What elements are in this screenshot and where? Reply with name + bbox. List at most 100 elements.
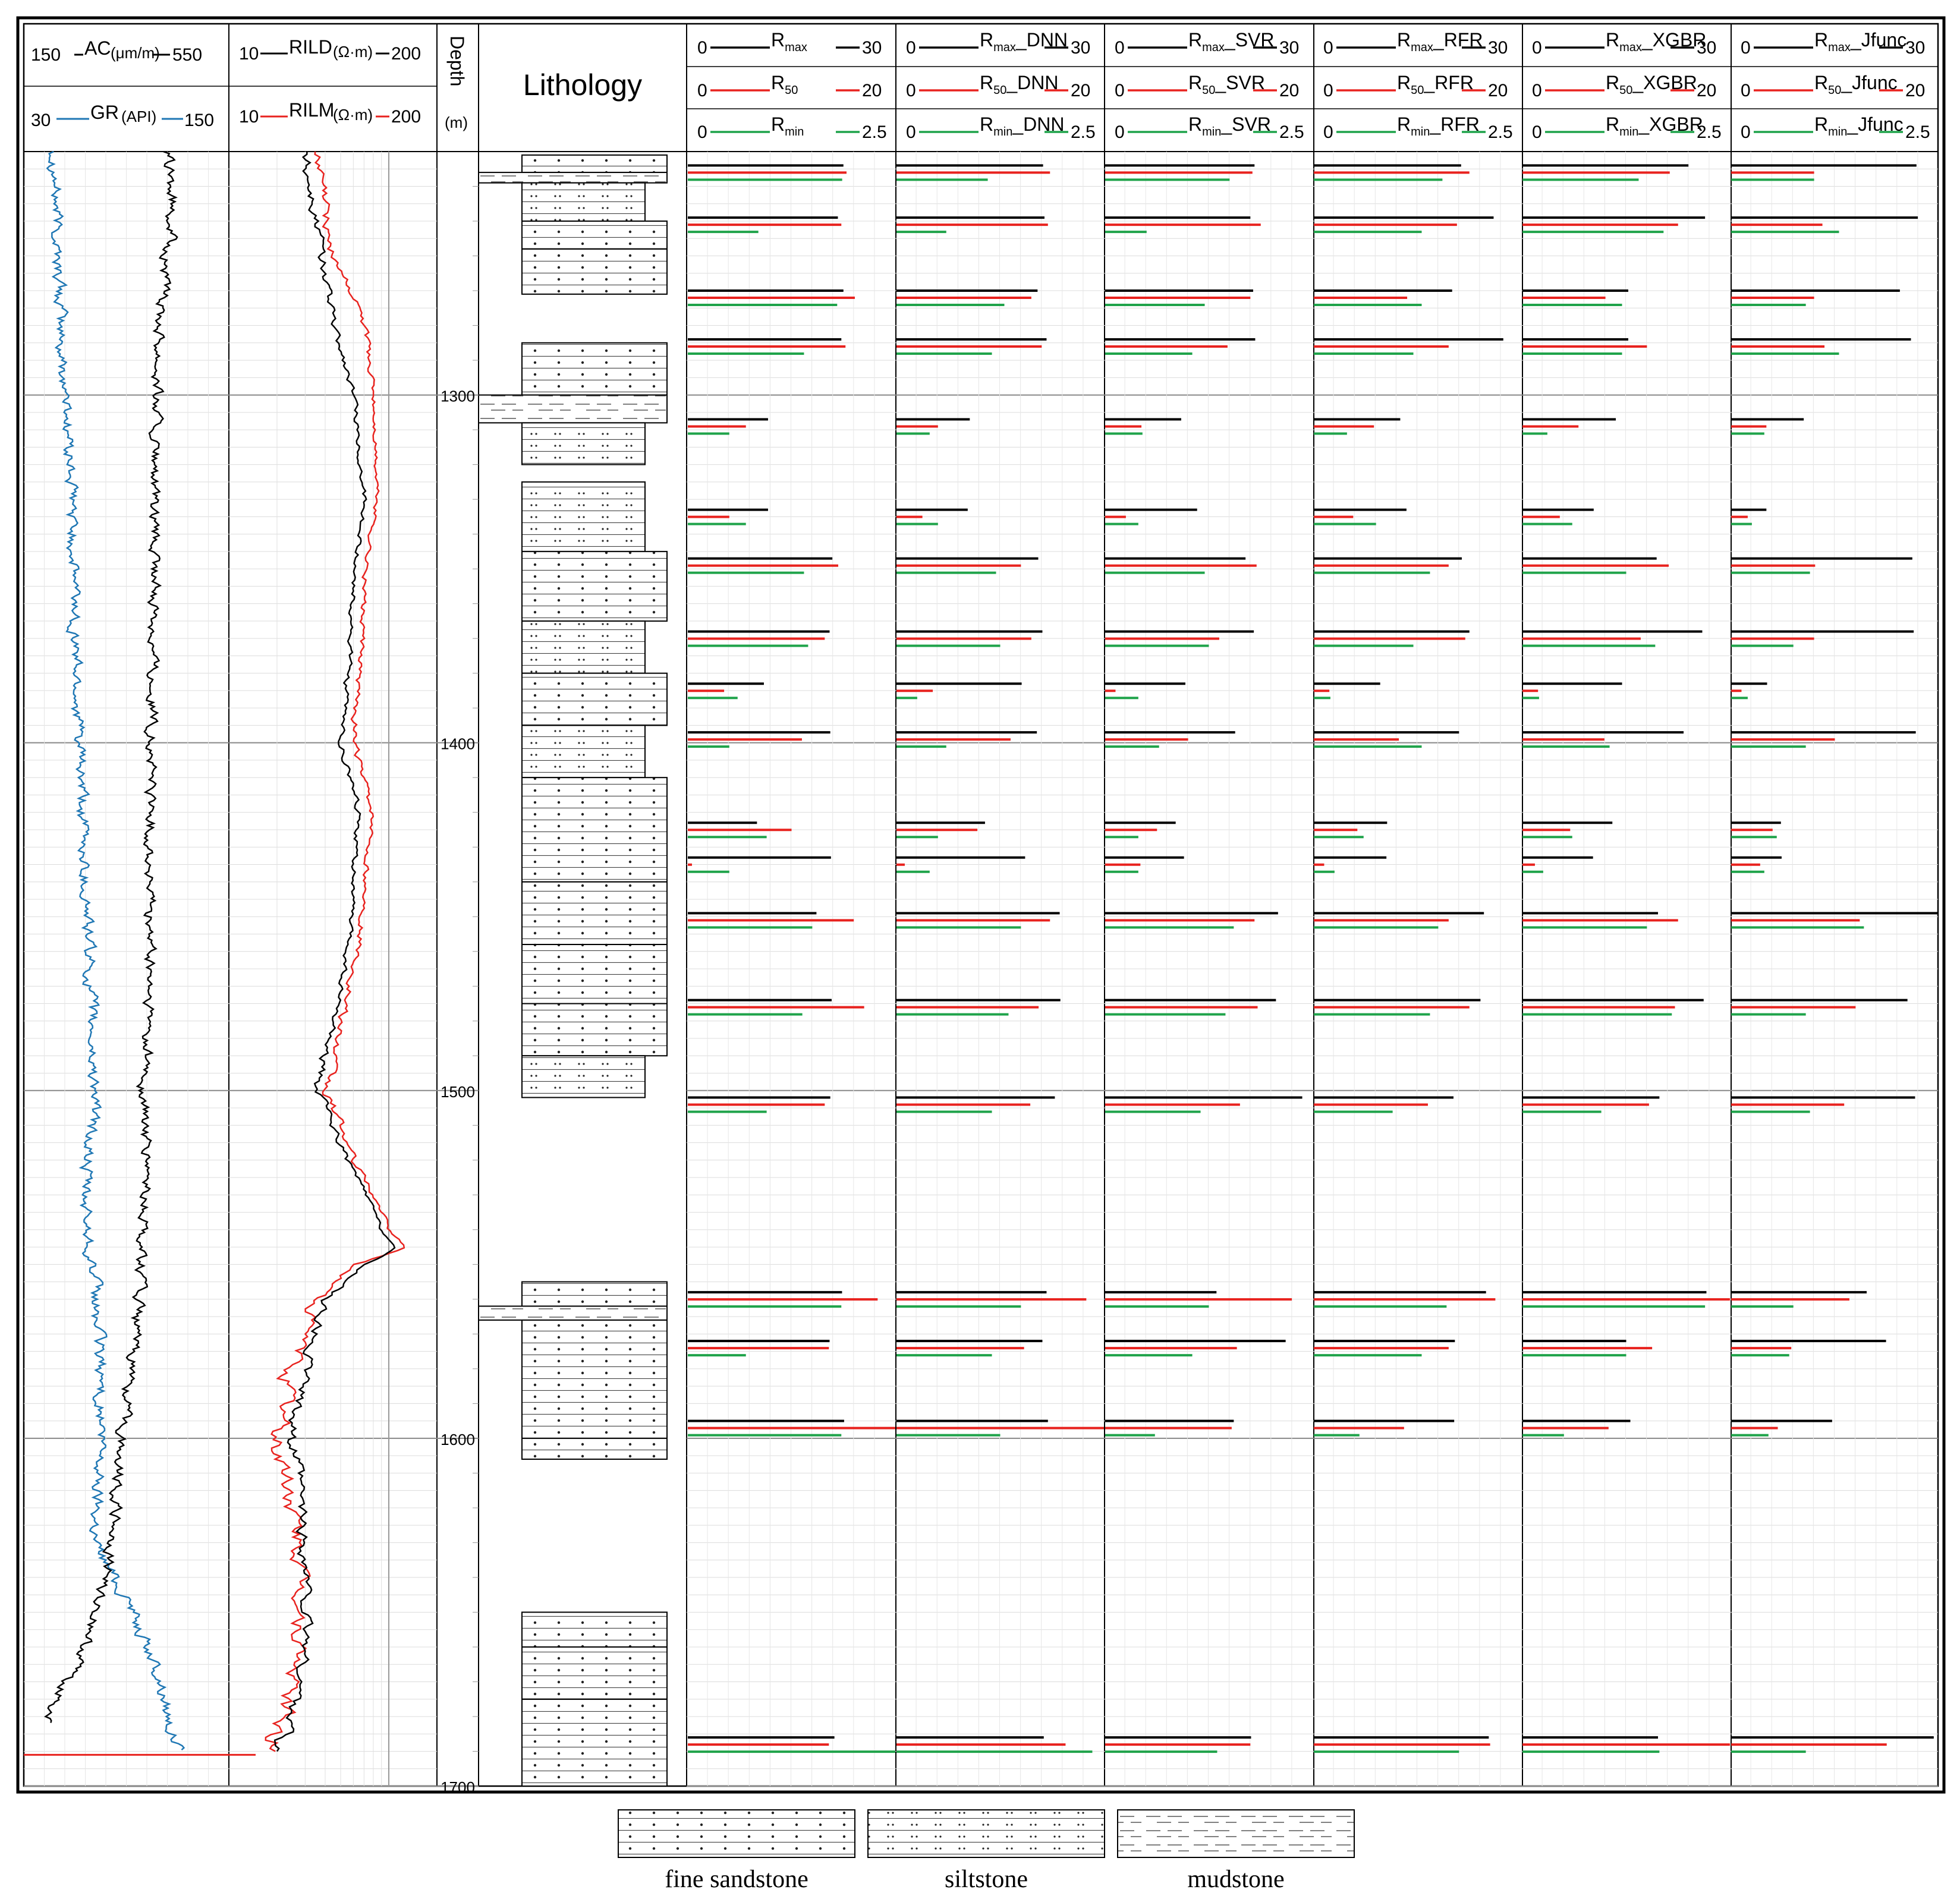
depth-axis-title: Depth bbox=[446, 36, 468, 86]
model-scale-label: Rmax_SVR bbox=[1188, 29, 1275, 54]
model-scale-label: R50_Jfunc bbox=[1814, 72, 1898, 97]
lithology-legend: fine sandstone siltstone mudstone bbox=[618, 1809, 1355, 1893]
legend-mudstone-label: mudstone bbox=[1187, 1866, 1284, 1893]
model-scale-label: Rmax_RFR bbox=[1397, 29, 1483, 54]
legend-fine-sandstone-swatch bbox=[618, 1809, 855, 1858]
lithology-bed bbox=[521, 550, 668, 622]
lithology-bed bbox=[521, 1003, 668, 1057]
model-scale-min: 0 bbox=[1741, 122, 1751, 142]
model-scale-max: 2.5 bbox=[1697, 122, 1722, 142]
depth-tick-labels: 1300 1400 1500 1600 1700 bbox=[437, 186, 479, 1796]
model-scale-max: 20 bbox=[1905, 81, 1925, 100]
depth-tick-label: 1700 bbox=[441, 1778, 475, 1796]
model-scale-max: 2.5 bbox=[1071, 122, 1096, 142]
legend-fine-sandstone-label: fine sandstone bbox=[665, 1866, 808, 1893]
rild-scale-unit: (Ω·m) bbox=[333, 43, 373, 61]
model-scale-min: 0 bbox=[1532, 81, 1542, 100]
model-scale-max: 30 bbox=[1488, 38, 1508, 58]
ac-scale-min: 150 bbox=[31, 45, 61, 65]
track1-header: 150 AC (μm/m) 550 30 GR (API) 150 bbox=[31, 37, 214, 130]
model-scale-min: 0 bbox=[1741, 81, 1751, 100]
model-scale-max: 2.5 bbox=[1905, 122, 1930, 142]
lithology-bed bbox=[478, 1305, 668, 1321]
lithology-bed bbox=[478, 394, 668, 424]
gr-curve bbox=[46, 150, 185, 1751]
model-scale-label: Rmax_XGBR bbox=[1606, 29, 1706, 54]
lithology-bed bbox=[521, 342, 668, 396]
legend-siltstone-label: siltstone bbox=[945, 1866, 1028, 1893]
model-scale-max: 20 bbox=[1697, 81, 1716, 100]
rild-curve bbox=[273, 151, 396, 1752]
legend-siltstone-swatch bbox=[867, 1809, 1105, 1858]
ac-scale-max: 550 bbox=[172, 45, 202, 65]
model-scale-label: Rmin bbox=[771, 114, 804, 138]
model-scale-label: Rmin_RFR bbox=[1397, 114, 1480, 138]
model-scale-min: 0 bbox=[697, 38, 707, 58]
model-scale-min: 0 bbox=[1532, 122, 1542, 142]
model-scale-max: 30 bbox=[1697, 38, 1716, 58]
lithology-bed bbox=[521, 1437, 668, 1460]
lithology-bed bbox=[521, 777, 668, 883]
model-scale-max: 30 bbox=[1279, 38, 1299, 58]
model-scale-label: Rmax bbox=[771, 29, 807, 54]
lithology-bed bbox=[521, 182, 646, 222]
model-scale-label: R50_XGBR bbox=[1606, 72, 1697, 97]
rilm-scale-max: 200 bbox=[391, 107, 421, 127]
model-bars-layer bbox=[688, 164, 1938, 1753]
model-scale-min: 0 bbox=[906, 38, 916, 58]
depth-tick-label: 1300 bbox=[441, 388, 475, 405]
model-scale-label: Rmax_DNN bbox=[980, 29, 1068, 54]
model-scale-min: 0 bbox=[906, 81, 916, 100]
model-scale-max: 30 bbox=[862, 38, 882, 58]
lithology-bed bbox=[521, 881, 668, 946]
model-scale-max: 2.5 bbox=[1488, 122, 1513, 142]
model-scale-label: Rmin_SVR bbox=[1188, 114, 1271, 138]
model-scale-max: 2.5 bbox=[862, 122, 887, 142]
lithology-bed bbox=[521, 422, 646, 465]
gr-scale-max: 150 bbox=[184, 111, 214, 130]
gr-scale-label: GR bbox=[90, 102, 119, 123]
model-scale-min: 0 bbox=[1323, 38, 1333, 58]
model-scale-max: 20 bbox=[1488, 81, 1508, 100]
legend-mudstone-swatch bbox=[1117, 1809, 1355, 1858]
model-scale-label: Rmin_Jfunc bbox=[1814, 114, 1904, 138]
lithology-bed bbox=[521, 620, 646, 674]
model-scale-min: 0 bbox=[1323, 122, 1333, 142]
lithology-bed bbox=[521, 154, 668, 174]
depth-axis-unit: (m) bbox=[445, 114, 468, 131]
model-scale-label: Rmin_DNN bbox=[980, 114, 1064, 138]
depth-tick-label: 1500 bbox=[441, 1083, 475, 1101]
model-scale-max: 30 bbox=[1071, 38, 1090, 58]
model-scale-min: 0 bbox=[1115, 81, 1125, 100]
lithology-bed bbox=[521, 1055, 646, 1098]
lithology-bed bbox=[521, 481, 646, 552]
rild-scale-max: 200 bbox=[391, 44, 421, 64]
model-scale-min: 0 bbox=[906, 122, 916, 142]
model-scale-label: R50_RFR bbox=[1397, 72, 1474, 97]
gr-scale-unit: (API) bbox=[121, 108, 156, 125]
gr-scale-min: 30 bbox=[31, 111, 51, 130]
model-scale-label: R50 bbox=[771, 72, 798, 97]
model-scale-max: 2.5 bbox=[1279, 122, 1304, 142]
lithology-bed bbox=[521, 672, 668, 726]
model-scale-min: 0 bbox=[697, 81, 707, 100]
model-scale-min: 0 bbox=[1741, 38, 1751, 58]
model-scale-max: 20 bbox=[1279, 81, 1299, 100]
model-scale-label: Rmax_Jfunc bbox=[1814, 29, 1906, 54]
depth-tick-label: 1600 bbox=[441, 1431, 475, 1448]
depth-tick-label: 1400 bbox=[441, 735, 475, 753]
rilm-scale-min: 10 bbox=[239, 107, 259, 127]
lithology-bed bbox=[521, 221, 668, 250]
lithology-bed bbox=[521, 248, 668, 295]
depth-header: Depth (m) bbox=[445, 36, 468, 131]
model-scale-min: 0 bbox=[1532, 38, 1542, 58]
rild-scale-min: 10 bbox=[239, 44, 259, 64]
ac-curve bbox=[44, 150, 178, 1723]
model-scale-max: 30 bbox=[1905, 38, 1925, 58]
model-scale-max: 20 bbox=[1071, 81, 1090, 100]
chart-frame bbox=[16, 16, 1946, 1794]
lithology-bed bbox=[521, 944, 668, 1004]
lithology-bed bbox=[521, 725, 646, 779]
model-track-headers: 0 Rmax 300 R50 200 Rmin 2.50 Rmax_DNN 300 R50_DNN… bbox=[697, 29, 1930, 142]
